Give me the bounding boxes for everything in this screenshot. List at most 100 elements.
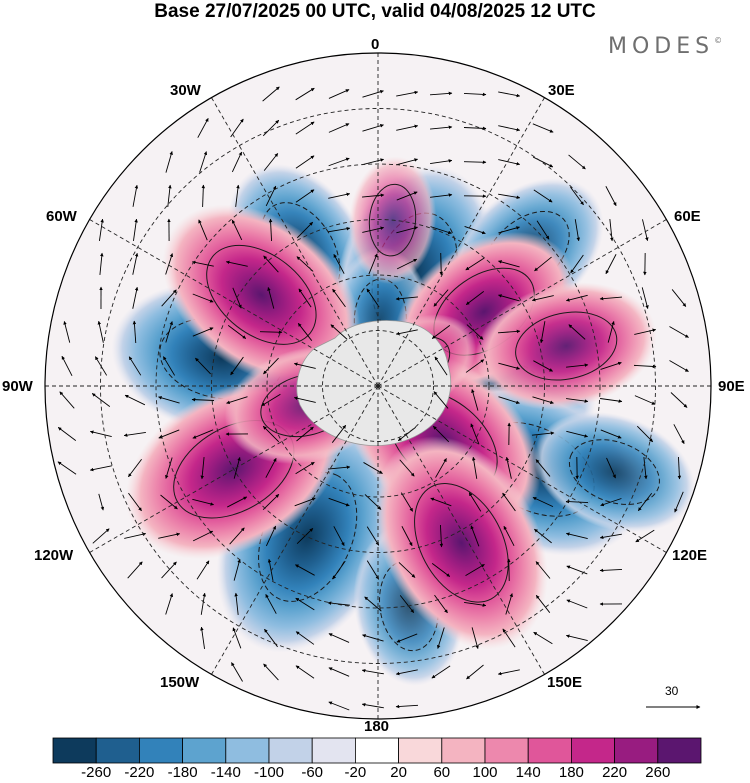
- wind-vector: [234, 592, 239, 615]
- wind-vector: [165, 593, 174, 615]
- wind-vector: [263, 255, 279, 273]
- wind-vector: [362, 124, 384, 132]
- anomaly-pos-3: [475, 282, 657, 410]
- wind-vector: [498, 294, 520, 302]
- lon-label-0: 0: [371, 36, 380, 53]
- wind-vector: [261, 393, 281, 407]
- wind-vector: [430, 125, 453, 130]
- wind-vector: [634, 328, 657, 335]
- wind-vector: [133, 218, 138, 241]
- wind-vectors: [57, 86, 689, 711]
- wind-vector: [605, 186, 617, 207]
- colorbar-swatch: [398, 737, 443, 764]
- colorbar-swatch: [182, 737, 227, 764]
- wind-vector: [132, 320, 137, 344]
- wind-vector: [395, 296, 418, 301]
- colorbar-tick-label: 60: [433, 764, 451, 781]
- wind-vector: [434, 594, 448, 614]
- logo-text: MODES: [608, 34, 715, 59]
- wind-vector: [165, 253, 174, 275]
- wind-vector: [502, 628, 516, 648]
- wind-vector: [191, 260, 214, 267]
- wind-vector: [600, 429, 622, 439]
- wind-vector: [565, 532, 588, 540]
- wind-vector: [570, 254, 584, 274]
- wind-vector: [535, 459, 551, 477]
- colorbar-swatch: [614, 737, 659, 764]
- colorbar-swatch: [138, 737, 183, 764]
- wind-vector: [674, 491, 684, 513]
- wind-vector: [463, 92, 487, 97]
- wind-vector: [200, 592, 207, 615]
- wind-vector: [396, 158, 418, 166]
- wind-vector: [606, 457, 616, 479]
- wind-vector: [532, 496, 554, 508]
- wind-vector: [297, 323, 313, 341]
- wind-vector: [328, 123, 350, 133]
- wind-vector: [263, 153, 279, 171]
- wind-vector: [400, 492, 414, 512]
- wind-vector: [362, 90, 384, 98]
- latitude-circle: [155, 163, 601, 609]
- wind-vector: [673, 424, 685, 445]
- latitude-circle: [266, 274, 490, 498]
- wind-vector: [263, 663, 279, 681]
- wind-vector: [641, 287, 649, 309]
- wind-vector: [192, 293, 214, 303]
- wind-vector: [293, 396, 316, 403]
- wind-vector: [330, 324, 348, 340]
- wind-vector: [293, 362, 316, 369]
- wind-vector: [328, 667, 350, 677]
- colorbar-tick-label: 140: [515, 764, 541, 781]
- wind-vector: [328, 192, 351, 199]
- wind-vector: [535, 561, 551, 579]
- wind-vector: [498, 91, 521, 98]
- wind-vector: [498, 125, 521, 132]
- wind-vector: [128, 356, 142, 376]
- wind-vector: [298, 288, 312, 308]
- wind-vector: [165, 457, 173, 479]
- wind-vector: [99, 252, 104, 275]
- wind-vector: [231, 151, 243, 173]
- wind-vector: [634, 395, 656, 405]
- wind-vector: [361, 668, 384, 675]
- wind-vector: [439, 252, 443, 276]
- colorbar-tick-label: 220: [602, 764, 628, 781]
- lon-label-60w: 60W: [46, 208, 77, 225]
- wind-vector: [502, 492, 516, 512]
- wind-vector: [401, 526, 413, 547]
- contour-pos-6: [414, 483, 509, 603]
- wind-vector: [199, 151, 208, 173]
- colorbar-swatch: [95, 737, 140, 764]
- wind-vector: [433, 289, 449, 307]
- wind-vector: [465, 257, 485, 271]
- wind-vector: [532, 396, 554, 404]
- wind-vector: [265, 457, 277, 478]
- colorbar-tick-label: -180: [167, 764, 198, 781]
- wind-vector: [505, 593, 513, 615]
- wind-vector: [200, 626, 205, 649]
- wind-vector: [198, 219, 208, 241]
- wind-vector: [265, 185, 277, 207]
- wind-vector: [161, 561, 177, 579]
- wind-vector: [295, 564, 315, 576]
- latitude-circle: [100, 108, 656, 664]
- wind-vector: [430, 497, 452, 507]
- wind-vector: [265, 525, 277, 547]
- wind-vector: [599, 296, 623, 301]
- colorbar-tick-label: -60: [301, 764, 324, 781]
- wind-vector: [328, 633, 350, 643]
- wind-vector: [262, 86, 280, 102]
- colorbar-swatch: [657, 737, 702, 764]
- colorbar-tick-label: 100: [472, 764, 498, 781]
- wind-vector: [295, 121, 315, 135]
- wind-vector: [636, 425, 654, 443]
- graticule: [45, 53, 711, 719]
- wind-vector: [565, 634, 588, 641]
- wind-vector: [197, 118, 209, 138]
- colorbar-swatch: [225, 737, 270, 764]
- wind-vector: [132, 252, 139, 275]
- wind-vector: [498, 260, 520, 268]
- wind-vector: [158, 532, 181, 539]
- wind-vector: [497, 669, 520, 676]
